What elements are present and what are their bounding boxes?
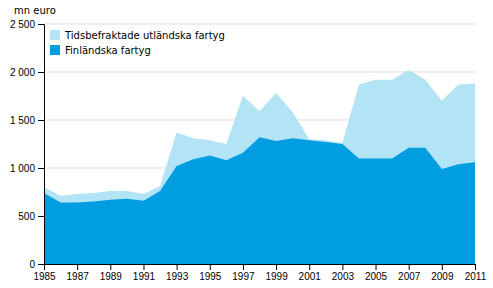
tick-mark — [77, 264, 78, 270]
tick: 2005 — [365, 264, 388, 282]
y-label: mn euro — [14, 5, 56, 16]
tick-label: 2005 — [365, 271, 388, 282]
tick-mark — [38, 216, 44, 217]
tick-mark — [38, 264, 44, 265]
tick: 1997 — [232, 264, 255, 282]
tick: 1 000 — [10, 163, 44, 174]
legend: Tidsbefraktade utländska fartyg Finländsk… — [50, 30, 225, 56]
tick-mark — [243, 264, 244, 270]
grid-line — [44, 24, 475, 25]
tick: 1989 — [100, 264, 123, 282]
tick-mark — [38, 72, 44, 73]
tick-mark — [442, 264, 443, 270]
tick-label: 1995 — [199, 271, 222, 282]
tick-label: 2001 — [299, 271, 322, 282]
tick: 500 — [18, 211, 44, 222]
tick-label: 0 — [29, 259, 35, 270]
tick-mark — [38, 24, 44, 25]
tick-label: 1989 — [100, 271, 123, 282]
tick-mark — [210, 264, 211, 270]
tick-label: 2007 — [398, 271, 421, 282]
tick-label: 2003 — [332, 271, 355, 282]
tick-label: 1991 — [133, 271, 156, 282]
tick-label: 2 500 — [10, 19, 35, 30]
tick-mark — [309, 264, 310, 270]
tick-label: 1 500 — [10, 115, 35, 126]
axis-line — [38, 25, 45, 265]
grid — [44, 24, 475, 264]
tick-mark — [376, 264, 377, 270]
tick: 1 500 — [10, 115, 44, 126]
tick-label: 2 000 — [10, 67, 35, 78]
legend-label: Tidsbefraktade utländska fartyg — [64, 30, 225, 41]
tick: 1987 — [67, 264, 90, 282]
tick: 2011 — [465, 264, 487, 282]
tick-mark — [44, 264, 45, 270]
tick-label: 1997 — [232, 271, 255, 282]
tick-label: 1 000 — [10, 163, 35, 174]
tick-mark — [409, 264, 410, 270]
tick-label: 1999 — [265, 271, 288, 282]
tick-mark — [143, 264, 144, 270]
tick-mark — [177, 264, 178, 270]
plot: 0 500 1 000 1 500 2 000 2 500 1985 1987 1989 1991… — [10, 19, 487, 282]
tick: 0 — [29, 259, 44, 270]
tick-mark — [110, 264, 111, 270]
tick-label: 1985 — [33, 271, 56, 282]
legend-swatch — [50, 45, 60, 55]
legend-item: Finländska fartyg — [50, 45, 151, 56]
axis-line — [45, 265, 476, 271]
legend-item: Tidsbefraktade utländska fartyg — [50, 30, 225, 41]
tick-label: 500 — [18, 211, 35, 222]
areas — [44, 70, 475, 264]
tick-label: 2009 — [431, 271, 454, 282]
tick-label: 1987 — [67, 271, 90, 282]
tick-label: 2011 — [465, 271, 487, 282]
tick: 2001 — [299, 264, 322, 282]
tick: 2009 — [431, 264, 454, 282]
area — [44, 137, 475, 264]
tick: 2 000 — [10, 67, 44, 78]
tick-mark — [38, 120, 44, 121]
tick-label: 1993 — [166, 271, 189, 282]
legend-swatch — [50, 30, 60, 40]
tick: 1999 — [265, 264, 288, 282]
x-axis: 1985 1987 1989 1991 1993 1995 1997 1999 2001 2003… — [33, 264, 486, 282]
tick: 1991 — [133, 264, 156, 282]
tick-mark — [342, 264, 343, 270]
tick-mark — [38, 168, 44, 169]
tick: 1985 — [33, 264, 56, 282]
tick: 2003 — [332, 264, 355, 282]
tick: 2007 — [398, 264, 421, 282]
chart: 0 500 1 000 1 500 2 000 2 500 1985 1987 1989 1991… — [0, 0, 493, 288]
tick-mark — [475, 264, 476, 270]
tick: 2 500 — [10, 19, 44, 30]
y-axis: 0 500 1 000 1 500 2 000 2 500 — [10, 19, 45, 270]
tick: 1993 — [166, 264, 189, 282]
area — [44, 70, 475, 264]
legend-label: Finländska fartyg — [65, 45, 151, 56]
tick-mark — [276, 264, 277, 270]
tick: 1995 — [199, 264, 222, 282]
